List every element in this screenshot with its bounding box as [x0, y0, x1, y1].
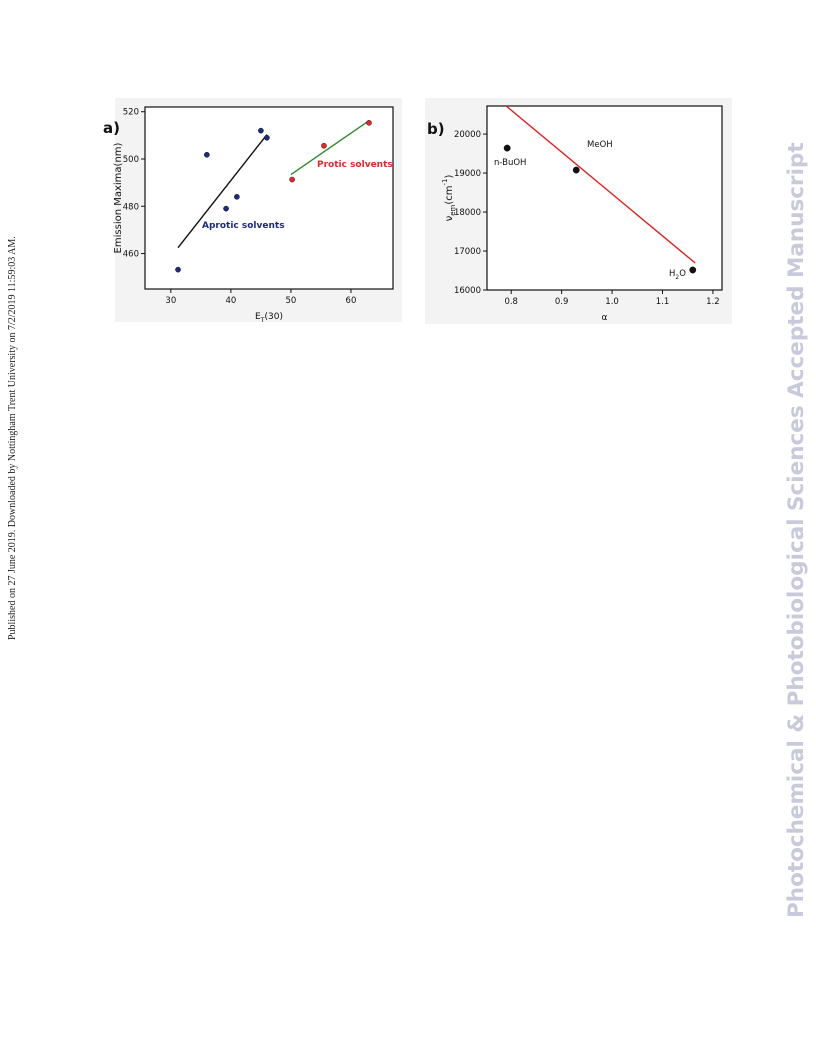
x-axis-label-part: (30) [265, 312, 283, 322]
point-label: H2O [669, 269, 686, 281]
panel-label: a) [103, 119, 120, 137]
fit-line [505, 105, 696, 264]
x-tick-label: 1.1 [656, 297, 670, 307]
data-point [321, 142, 327, 149]
y-tick-label: 18000 [454, 208, 481, 218]
plot-area [144, 106, 394, 290]
x-axis-label-part: E [255, 312, 261, 322]
data-point [503, 144, 511, 152]
fit-line [177, 134, 268, 249]
point-label-part: O [679, 269, 686, 279]
point-label: n-BuOH [494, 158, 526, 168]
point-label-part: 2 [675, 274, 679, 281]
data-point [204, 151, 210, 158]
y-axis-label-part: ) [444, 175, 455, 179]
point-label-part: MeOH [587, 140, 613, 150]
x-tick-label: 0.8 [504, 297, 518, 307]
x-axis-label: ET(30) [255, 312, 283, 324]
x-tick-label: 30 [165, 296, 176, 306]
panel-label: b) [427, 120, 445, 138]
x-axis-label-part: T [260, 317, 265, 324]
y-tick-label: 500 [123, 155, 139, 165]
data-point [264, 134, 270, 141]
data-point [366, 120, 372, 126]
y-tick-label: 460 [123, 250, 139, 260]
x-tick-label: 60 [346, 296, 357, 306]
data-point [689, 266, 697, 274]
x-tick-label: 40 [225, 296, 236, 306]
annotation: Aprotic solvents [202, 221, 285, 231]
x-axis-label: α [602, 313, 608, 323]
point-label: MeOH [587, 140, 613, 150]
fit-line [290, 120, 370, 176]
y-tick-label: 520 [123, 108, 139, 118]
data-point [175, 266, 181, 273]
y-axis-label-part: -1 [441, 179, 449, 186]
point-label-part: H [669, 269, 675, 279]
x-tick-label: 1.0 [605, 297, 619, 307]
data-point [258, 127, 264, 134]
y-axis-label: Emission Maxima(nm) [113, 142, 124, 253]
data-point [572, 166, 580, 174]
x-tick-label: 50 [286, 296, 297, 306]
y-tick-label: 16000 [454, 286, 481, 296]
y-axis-label: νem(cm-1) [441, 175, 457, 222]
data-point [289, 176, 295, 183]
y-tick-label: 20000 [454, 130, 481, 140]
watermark: Photochemical & Photobiological Sciences… [784, 142, 809, 918]
plot-area [486, 105, 723, 291]
data-point [223, 205, 229, 212]
y-tick-label: 480 [123, 202, 139, 212]
point-label-part: n-BuOH [494, 158, 526, 168]
y-axis-label-part: ν [444, 215, 455, 221]
y-axis-label-part: (cm [444, 186, 455, 205]
side-note: Published on 27 June 2019. Downloaded by… [7, 236, 18, 640]
data-point [234, 194, 240, 200]
y-tick-label: 19000 [454, 169, 481, 179]
annotation: Protic solvents [317, 160, 393, 170]
y-axis-label-part: em [449, 204, 457, 215]
y-tick-label: 17000 [454, 247, 481, 257]
x-tick-label: 0.9 [555, 297, 569, 307]
x-tick-label: 1.2 [706, 297, 720, 307]
